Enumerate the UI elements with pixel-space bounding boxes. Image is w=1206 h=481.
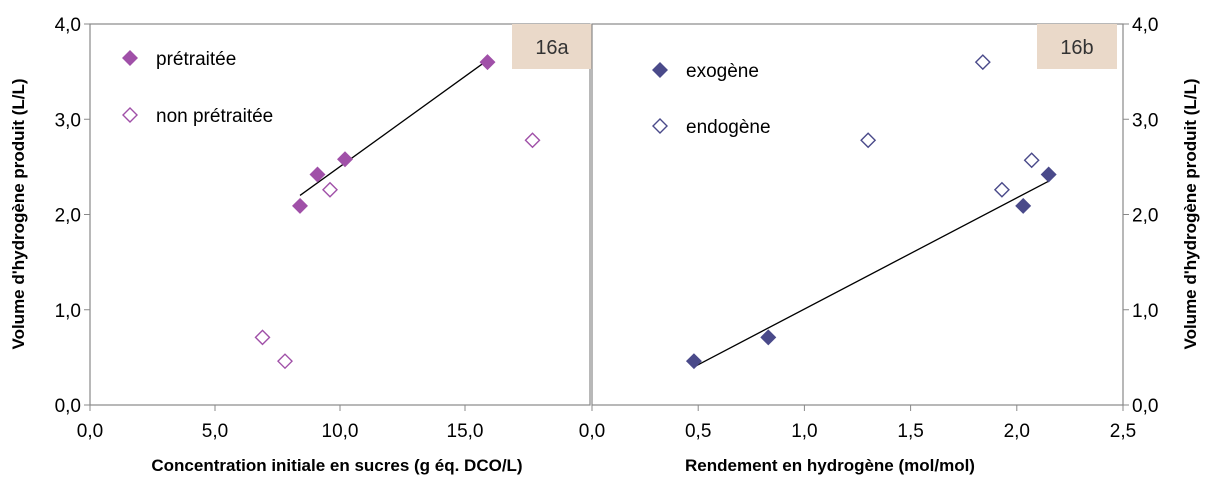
data-point-filled [309,166,326,183]
data-point-hollow [974,54,991,71]
data-point-hollow [860,132,877,149]
x-tick-label: 2,5 [1110,421,1136,442]
x-tick-label: 15,0 [447,421,484,442]
y-tick-label: 1,0 [55,301,81,322]
y-tick-label: 3,0 [1132,110,1158,131]
data-point-hollow [524,132,541,149]
panel-label-box [512,24,592,69]
y-tick-label: 3,0 [55,110,81,131]
trendline [693,180,1049,368]
chart-panel-16a: 0,0 1,0 2,0 3,0 4,0 0,0 5,0 10,0 15,0 Concentrati… [9,15,592,475]
data-point-hollow [993,181,1010,198]
chart-panel-16b: 0,0 1,0 2,0 3,0 4,0 0,0 0,5 1,0 1,5 2,0 2,5 Rendeme… [579,15,1200,475]
x-tick-label: 1,5 [897,421,923,442]
y-tick-label: 4,0 [1132,15,1158,36]
legend-marker [122,107,138,123]
legend-label: non prétraitée [156,106,273,127]
data-point-filled [685,353,702,370]
data-point-filled [479,54,496,71]
data-point-filled [760,329,777,346]
data-point-filled [1040,166,1057,183]
data-point-filled [1015,197,1032,214]
y-tick-label: 0,0 [55,396,81,417]
panel-label-box [1037,24,1117,69]
x-tick-label: 0,0 [77,421,103,442]
legend-label: exogène [686,61,759,82]
data-point-hollow [277,353,293,370]
y-axis-title: Volume d'hydrogène produit (L/L) [1181,79,1200,350]
y-axis-title: Volume d'hydrogène produit (L/L) [9,79,28,350]
legend-marker [652,118,668,134]
trendline [299,59,488,196]
panel-label: 16a [535,37,569,59]
data-point-filled [292,197,308,214]
x-tick-label: 5,0 [202,421,228,442]
data-point-hollow [1023,152,1040,169]
y-tick-label: 0,0 [1132,396,1158,417]
x-axis-title: Concentration initiale en sucres (g éq. … [151,456,522,475]
plot-area [89,23,591,406]
legend-marker [122,50,138,66]
x-tick-label: 2,0 [1004,421,1030,442]
data-point-hollow [322,181,338,198]
x-tick-label: 0,5 [685,421,711,442]
panel-label: 16b [1060,37,1093,59]
legend-label: endogène [686,117,771,138]
data-point-hollow [254,329,271,346]
plot-area [591,23,1124,406]
y-tick-label: 4,0 [55,15,81,36]
y-tick-label: 2,0 [55,206,81,227]
y-tick-label: 1,0 [1132,301,1158,322]
y-tick-label: 2,0 [1132,206,1158,227]
x-tick-label: 1,0 [791,421,817,442]
legend-label: prétraitée [156,49,236,70]
legend-marker [652,62,668,78]
x-axis-title: Rendement en hydrogène (mol/mol) [685,456,975,475]
x-tick-label: 0,0 [579,421,605,442]
data-point-filled [337,151,353,168]
x-tick-label: 10,0 [322,421,359,442]
